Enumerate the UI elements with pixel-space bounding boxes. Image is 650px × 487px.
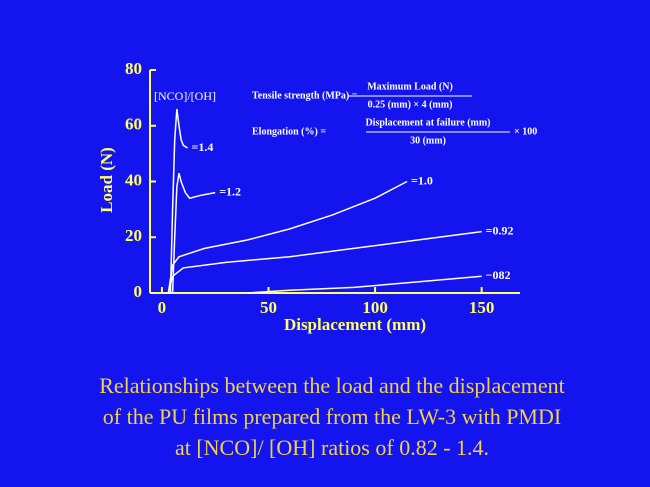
- y-tick-label: 20: [125, 226, 142, 245]
- series-label: =1.0: [411, 173, 433, 187]
- formula-denominator: 0.25 (mm) × 4 (mm): [368, 99, 453, 110]
- formula-numerator: Maximum Load (N): [367, 81, 453, 92]
- x-tick-label: 50: [260, 298, 277, 317]
- series-label: =0.92: [486, 223, 514, 237]
- series-label: =1.2: [219, 184, 241, 198]
- formula-denominator: 30 (mm): [410, 135, 446, 146]
- series-line: [247, 275, 482, 294]
- caption-line: at [NCO]/ [OH] ratios of 0.82 - 1.4.: [175, 435, 489, 460]
- series-line: [169, 108, 188, 294]
- series-line: [167, 230, 482, 294]
- y-tick-label: 60: [125, 115, 142, 134]
- series-line: [171, 172, 216, 294]
- y-tick-label: 80: [125, 59, 142, 78]
- annotation: [NCO]/[OH]: [154, 89, 216, 103]
- y-tick-label: 40: [125, 170, 142, 189]
- series-label: =1.4: [192, 140, 214, 154]
- caption-line: Relationships between the load and the d…: [99, 373, 565, 398]
- y-axis-label: Load (N): [97, 147, 116, 213]
- formula-numerator: Displacement at failure (mm): [365, 117, 490, 128]
- x-axis-label: Displacement (mm): [284, 315, 426, 334]
- series-label: −082: [486, 268, 511, 282]
- x-tick-label: 100: [362, 298, 388, 317]
- x-tick-label: 150: [469, 298, 495, 317]
- formula-suffix: × 100: [514, 126, 537, 137]
- formula-label: Tensile strength (MPa) =: [252, 90, 358, 101]
- x-tick-label: 0: [158, 298, 167, 317]
- caption-line: of the PU films prepared from the LW-3 w…: [103, 404, 561, 429]
- y-tick-label: 0: [134, 282, 143, 301]
- formula-label: Elongation (%) =: [252, 126, 326, 137]
- series-line: [167, 180, 408, 294]
